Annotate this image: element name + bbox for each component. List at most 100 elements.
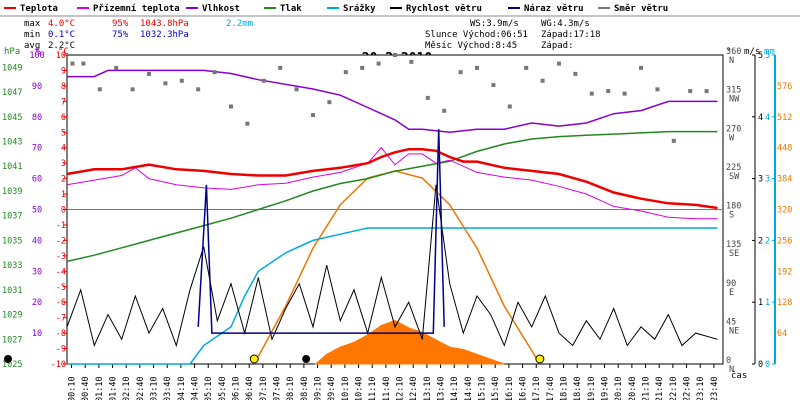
dir-tick-name: NW xyxy=(729,95,740,105)
legend: Teplota Přízemní teplota Vlhkost Tlak Srážky… xyxy=(0,3,800,17)
rad-tick-label: 64 xyxy=(777,329,787,339)
pct-tick-label: 70 xyxy=(32,144,42,154)
wind-direction-point xyxy=(70,61,75,66)
wind-direction-point xyxy=(540,78,545,83)
ms-tick-label: 1 xyxy=(758,298,763,308)
dir-tick-name: SW xyxy=(729,172,740,182)
x-tick-label: 16:10 xyxy=(505,376,515,400)
wind-direction-point xyxy=(278,65,283,70)
degc-tick-label: 5 xyxy=(61,128,66,138)
x-tick-label: 04:40 xyxy=(191,376,201,400)
rad-tick-label: 256 xyxy=(777,236,792,246)
legend-label: Směr větru xyxy=(614,3,668,14)
pressure-line xyxy=(66,130,718,263)
wind-direction-point xyxy=(606,89,611,94)
rad-tick-label: 128 xyxy=(777,298,792,308)
hpa-tick-label: 1049 xyxy=(2,63,22,73)
wind-direction-point xyxy=(655,87,660,92)
dir-tick-label: 360 xyxy=(726,47,741,57)
legend-label: Náraz větru xyxy=(524,3,584,14)
x-tick-label: 18:40 xyxy=(573,376,583,400)
wind-direction-point xyxy=(622,91,627,96)
legend-label: Vlhkost xyxy=(202,4,240,14)
ms-tick-label: 5 xyxy=(758,51,763,61)
dir-tick-label: 180 xyxy=(726,202,741,212)
dir-tick-label: 0 xyxy=(726,356,731,366)
rad-tick-label: 448 xyxy=(777,144,792,154)
x-tick-label: 12:40 xyxy=(409,376,419,400)
stats-wind-gust: WG:4.3m/s xyxy=(541,19,590,29)
x-tick-label: 08:40 xyxy=(300,376,310,400)
pct-tick-label: 20 xyxy=(32,298,42,308)
dir-tick-name: E xyxy=(729,288,734,298)
x-tick-label: 10:40 xyxy=(355,376,365,400)
x-tick-label: 05:10 xyxy=(204,376,214,400)
mm-tick-label: 3 xyxy=(765,175,770,185)
x-tick-label: 05:40 xyxy=(218,376,228,400)
hpa-tick-label: 1037 xyxy=(2,212,22,222)
mm-tick-label: 4 xyxy=(765,113,770,123)
ground-temperature-line xyxy=(66,146,718,220)
x-tick-label: 15:10 xyxy=(478,376,488,400)
wind-direction-point xyxy=(688,89,693,94)
x-tick-label: 16:40 xyxy=(519,376,529,400)
wind-direction-point xyxy=(360,65,365,70)
wind-direction-point xyxy=(229,104,233,109)
x-tick-label: 09:40 xyxy=(327,376,337,400)
wind-direction-point xyxy=(704,89,709,94)
degc-tick-label: 1 xyxy=(61,190,66,200)
x-tick-label: 01:10 xyxy=(95,376,105,400)
hpa-tick-label: 1043 xyxy=(2,138,22,148)
wind-direction-point xyxy=(130,87,135,92)
ms-tick-label: 4 xyxy=(758,113,763,123)
stats-temp: 0.1°C xyxy=(48,30,75,40)
hpa-tick-label: 1027 xyxy=(2,335,22,345)
stats-sunrise: Slunce Východ:06:51 xyxy=(425,30,528,40)
wind-direction-point xyxy=(491,83,496,88)
rad-tick-label: 320 xyxy=(777,206,792,216)
ms-tick-label: 0 xyxy=(758,360,763,370)
x-tick-label: 06:40 xyxy=(245,376,255,400)
degc-tick-label: -6 xyxy=(56,298,66,308)
degc-axis-title: °C xyxy=(58,47,69,57)
x-tick-label: 12:10 xyxy=(396,376,406,400)
x-tick-label: 03:40 xyxy=(163,376,173,400)
dir-tick-name: SE xyxy=(729,249,739,259)
x-tick-label: 00:40 xyxy=(81,376,91,400)
hpa-tick-label: 1031 xyxy=(2,286,22,296)
wind-gust-line xyxy=(197,129,445,334)
stats-label: min xyxy=(24,30,40,40)
x-tick-label: 02:40 xyxy=(136,376,146,400)
wind-direction-point xyxy=(179,78,184,83)
wind-direction-point xyxy=(409,59,414,64)
stats-temp: 4.0°C xyxy=(48,19,75,29)
wind-direction-point xyxy=(294,87,299,92)
degc-tick-label: 10 xyxy=(56,51,66,61)
wind-direction-point xyxy=(458,70,463,75)
series-layer xyxy=(4,53,718,365)
stats-temp: 2.2°C xyxy=(48,41,75,51)
wind-direction-point xyxy=(311,113,315,118)
x-tick-label: 18:10 xyxy=(560,376,570,400)
x-tick-label: 17:40 xyxy=(546,376,556,400)
mm-tick-label: 1 xyxy=(765,298,770,308)
wind-direction-point xyxy=(343,70,348,75)
x-tick-label: 14:40 xyxy=(464,376,474,400)
x-axis-title: čas xyxy=(731,370,747,381)
wind-direction-point xyxy=(261,78,266,83)
degc-tick-label: -8 xyxy=(56,329,66,339)
pct-tick-label: 30 xyxy=(32,267,42,277)
stats-pressure: 1043.8hPa xyxy=(140,19,189,29)
degc-tick-label: -7 xyxy=(56,314,66,324)
degc-tick-label: -10 xyxy=(51,360,66,370)
wind-direction-point xyxy=(573,71,578,76)
legend-label: Tlak xyxy=(280,4,302,14)
moon-marker xyxy=(4,355,12,363)
wind-speed-line xyxy=(66,184,718,348)
rad-tick-label: 192 xyxy=(777,267,792,277)
wind-direction-point xyxy=(245,121,250,126)
x-tick-label: 08:10 xyxy=(286,376,296,400)
wind-direction-point xyxy=(196,87,201,92)
pct-tick-label: 80 xyxy=(32,113,42,123)
